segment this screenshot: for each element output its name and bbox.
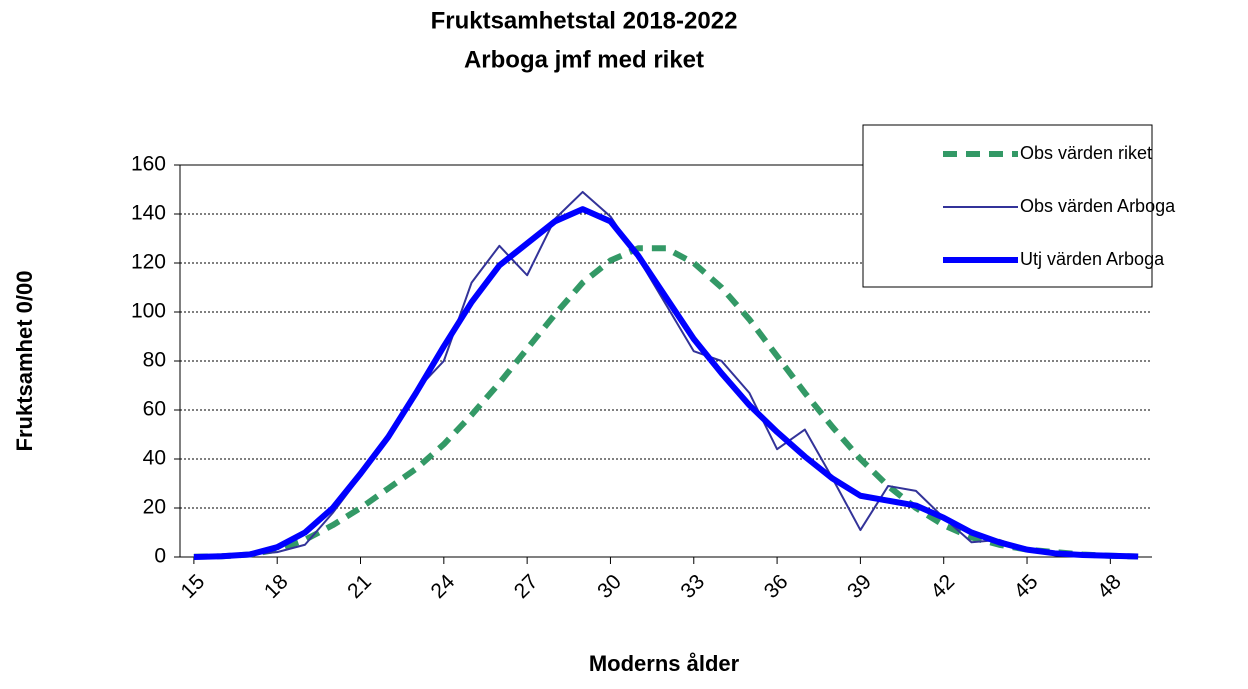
- x-tick-label: 48: [1093, 570, 1126, 603]
- series-line: [193, 206, 1139, 560]
- x-tick-label: 39: [843, 570, 876, 603]
- x-tick-label: 24: [427, 570, 460, 603]
- legend-label: Utj värden Arboga: [1020, 249, 1165, 269]
- x-tick-label: 30: [593, 570, 626, 603]
- y-tick-label: 0: [154, 545, 166, 568]
- chart-title: Fruktsamhetstal 2018-2022: [431, 7, 738, 34]
- y-tick-label: 140: [131, 202, 166, 225]
- x-tick-label: 21: [343, 570, 376, 603]
- y-tick-label: 100: [131, 300, 166, 323]
- y-tick-label: 60: [143, 398, 166, 421]
- x-tick-label: 27: [510, 570, 543, 603]
- series-line: [193, 245, 1139, 560]
- legend-label: Obs värden Arboga: [1020, 196, 1176, 216]
- legend-label: Obs värden riket: [1020, 143, 1152, 163]
- x-axis-label: Moderns ålder: [589, 651, 740, 676]
- y-axis-label: Fruktsamhet 0/00: [12, 271, 37, 452]
- x-tick-label: 42: [926, 570, 959, 603]
- x-tick-label: 15: [177, 570, 210, 603]
- y-tick-label: 20: [143, 496, 166, 519]
- y-tick-label: 160: [131, 153, 166, 176]
- chart-subtitle: Arboga jmf med riket: [464, 46, 704, 73]
- x-tick-label: 33: [676, 570, 709, 603]
- x-tick-label: 45: [1010, 570, 1043, 603]
- y-tick-label: 120: [131, 251, 166, 274]
- x-tick-label: 36: [760, 570, 793, 603]
- x-tick-label: 18: [260, 570, 293, 603]
- y-tick-label: 40: [143, 447, 166, 470]
- y-tick-label: 80: [143, 349, 166, 372]
